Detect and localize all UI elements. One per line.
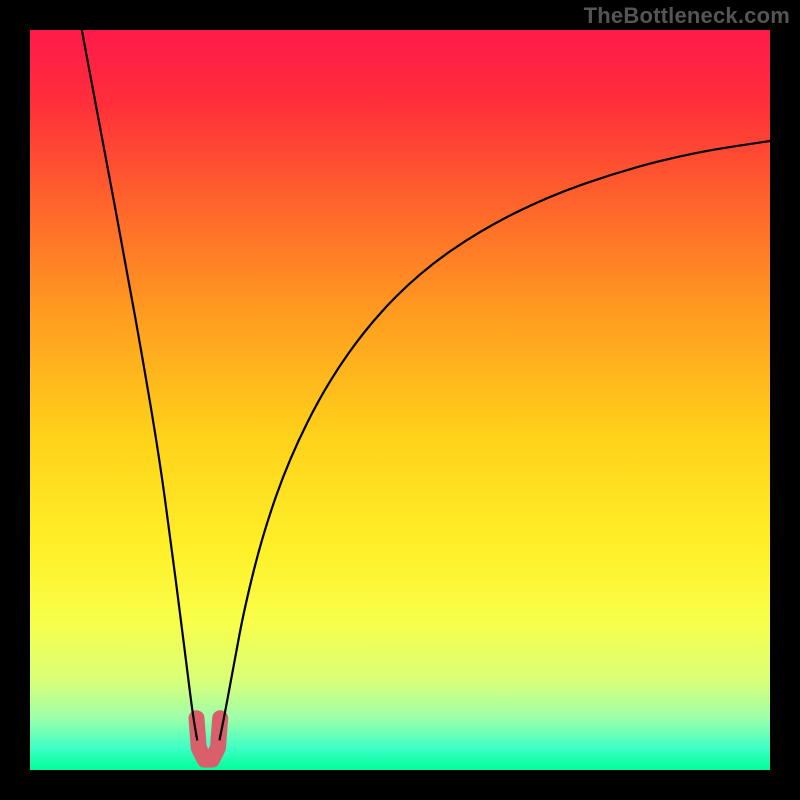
plot-background	[30, 30, 770, 770]
chart-stage: TheBottleneck.com	[0, 0, 800, 800]
bottleneck-chart	[0, 0, 800, 800]
watermark-text: TheBottleneck.com	[584, 3, 790, 29]
